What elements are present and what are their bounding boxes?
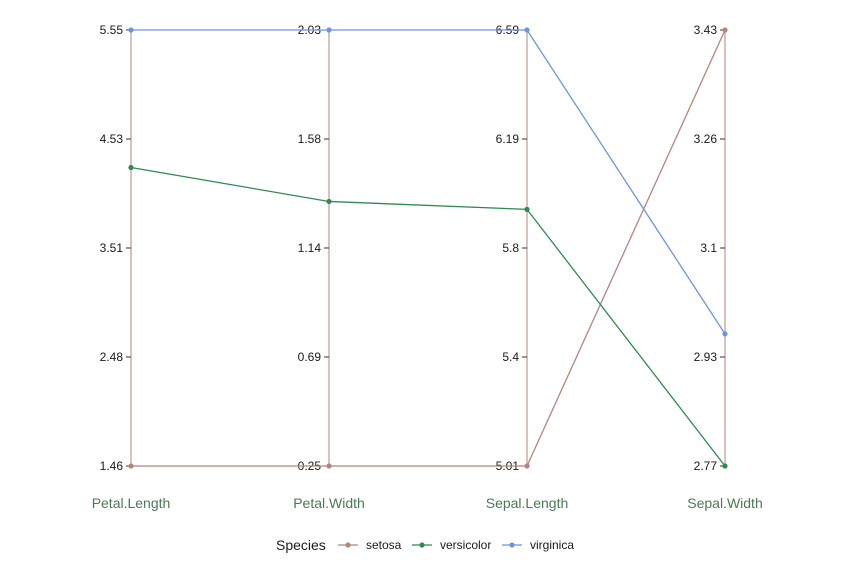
legend-swatch-point: [345, 542, 351, 548]
legend-swatch-point: [419, 542, 425, 548]
data-point: [524, 206, 530, 212]
tick-label: 2.77: [694, 459, 718, 473]
tick-label: 2.48: [100, 350, 124, 364]
tick-label: 2.93: [694, 350, 718, 364]
data-point: [128, 27, 134, 33]
tick-label: 0.69: [298, 350, 322, 364]
axis-title: Sepal.Length: [486, 495, 569, 511]
legend-item-setosa: setosa: [338, 538, 402, 552]
legend-item-versicolor: versicolor: [412, 538, 491, 552]
data-point: [524, 463, 530, 469]
data-point: [524, 27, 530, 33]
data-point: [326, 198, 332, 205]
series-line-versicolor: [130, 166, 726, 467]
axis-petal-length: 1.46 2.48 3.51 4.53 5.55 Petal.Length: [92, 23, 171, 511]
axis-sepal-width: 2.77 2.93 3.1 3.26 3.43 Sepal.Width: [687, 23, 762, 511]
tick-label: 5.4: [502, 350, 519, 364]
series-line-setosa: [131, 29, 726, 467]
series-layer: [128, 27, 728, 469]
legend-title: Species: [276, 537, 326, 553]
axes-layer: 1.462.483.514.535.55Petal.Length0.250.69…: [92, 23, 763, 511]
tick-label: 4.53: [100, 132, 124, 146]
series-setosa: [128, 27, 728, 469]
series-versicolor: [128, 164, 728, 469]
series-line-virginica: [131, 29, 726, 335]
legend-label: virginica: [530, 538, 574, 552]
legend-item-virginica: virginica: [502, 538, 574, 552]
legend-label: setosa: [366, 538, 402, 552]
tick-label: 1.46: [100, 459, 124, 473]
tick-label: 3.1: [700, 241, 717, 255]
tick-label: 3.51: [100, 241, 124, 255]
data-point: [722, 27, 728, 33]
tick-label: 5.8: [502, 241, 519, 255]
axis-title: Sepal.Width: [687, 495, 762, 511]
legend: Species setosa versicolor virginica: [276, 537, 574, 553]
legend-label: versicolor: [440, 538, 491, 552]
series-virginica: [128, 27, 728, 337]
axis-title: Petal.Length: [92, 495, 171, 511]
legend-swatch-point: [509, 542, 515, 548]
data-point: [326, 463, 332, 469]
tick-label: 3.26: [694, 132, 718, 146]
axis-title: Petal.Width: [293, 495, 365, 511]
data-point: [128, 164, 134, 171]
data-point: [722, 463, 728, 469]
tick-label: 6.19: [496, 132, 520, 146]
tick-label: 1.58: [298, 132, 322, 146]
tick-label: 1.14: [298, 241, 322, 255]
data-point: [722, 331, 728, 337]
data-point: [326, 27, 332, 33]
tick-label: 3.43: [694, 23, 718, 37]
data-point: [128, 463, 134, 469]
tick-label: 5.55: [100, 23, 124, 37]
